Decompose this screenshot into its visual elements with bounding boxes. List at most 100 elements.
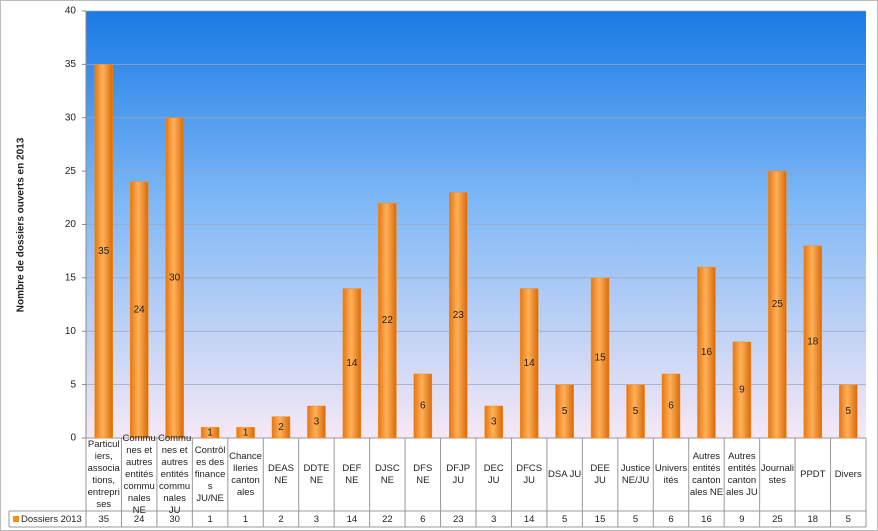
table-value: 3 [491,514,496,525]
x-tick-label: DJSC NE [374,462,400,486]
table-value: 30 [169,514,180,525]
bar [697,266,716,439]
bar [236,427,255,439]
bar [200,427,220,439]
y-tick-label: 35 [65,59,77,70]
value-label: 6 [668,401,674,412]
table-value: 24 [134,514,145,525]
bar [449,192,468,439]
x-tick-label: DDTE NE [303,462,330,486]
value-label: 24 [134,305,146,316]
x-tick-label: Chancelleries cantonales [229,450,262,498]
x-tick-label: DFCS JU [516,462,543,486]
bar [271,416,291,439]
bar [129,181,149,439]
value-label: 6 [420,401,426,412]
value-label: 5 [845,406,851,417]
y-tick-label: 0 [70,433,76,444]
value-label: 1 [243,427,249,438]
table-value: 23 [453,514,464,525]
table-value: 16 [701,514,712,525]
y-tick-label: 20 [65,219,77,230]
value-label: 18 [807,337,819,348]
table-value: 1 [207,514,212,525]
y-tick-label: 40 [65,6,77,17]
x-tick-label: DEF NE [342,462,362,486]
y-tick-label: 30 [65,112,77,123]
table-value: 22 [382,514,393,525]
x-tick-label: Autres entités cantonales NE [689,450,724,498]
table-value: 15 [595,514,606,525]
value-label: 30 [169,273,181,284]
value-label: 14 [346,358,358,369]
bar [378,202,397,439]
table-value: 18 [808,514,819,525]
value-label: 3 [314,417,320,428]
value-label: 3 [491,417,497,428]
bar [661,373,681,439]
value-label: 22 [382,315,394,326]
bar [484,405,503,439]
x-tick-label: DSA JU [548,468,582,480]
x-tick-label: DEE JU [590,462,610,486]
bar [342,288,362,439]
bar [307,405,326,439]
y-tick-label: 25 [65,166,77,177]
bar [555,384,574,439]
bar [803,245,823,439]
y-axis-label: Nombre de dossiers ouverts en 2013 [16,137,27,312]
x-tick-label: Justice NE/JU [620,462,651,486]
x-tick-label: DFJP JU [446,462,471,486]
value-label: 2 [278,422,284,433]
y-tick-label: 10 [65,326,77,337]
bar [590,277,610,439]
table-value: 6 [420,514,425,525]
bar [519,288,539,439]
table-value: 5 [633,514,638,525]
x-tick-label: Communes et autres entités communales JU [158,433,191,516]
value-label: 5 [562,406,568,417]
value-label: 25 [772,299,784,310]
bar [165,117,184,439]
x-tick-label: PPDT [800,468,826,480]
value-label: 16 [701,347,713,358]
value-label: 5 [633,406,639,417]
x-tick-label: Particuliers, associations, entreprises [87,438,120,510]
bar [839,384,858,439]
x-tick-label: Journalistes [760,462,794,486]
table-value: 9 [739,514,744,525]
x-tick-label: Autres entités cantonales JU [726,450,758,498]
x-tick-label: Divers [834,468,862,480]
table-value: 14 [524,514,535,525]
x-tick-label: DFS NE [413,462,433,486]
bar [94,64,113,439]
x-tick-label: Contrôles des finances JU/NE [194,444,226,504]
value-label: 14 [524,358,536,369]
table-value: 3 [314,514,319,525]
table-value: 6 [668,514,673,525]
x-tick-label: Universités [654,462,688,486]
table-value: 14 [347,514,358,525]
x-tick-label: Communes et autres entités communales NE [123,433,156,516]
bar [732,341,752,439]
value-label: 9 [739,385,745,396]
table-value: 5 [846,514,851,525]
legend-key [13,516,19,522]
bar [413,373,433,439]
x-tick-label: DEAS NE [268,462,294,486]
table-value: 2 [278,514,283,525]
y-tick-label: 5 [70,379,76,390]
bar [626,384,645,439]
table-value: 35 [98,514,109,525]
table-value: 25 [772,514,783,525]
y-tick-label: 15 [65,273,77,284]
value-label: 35 [98,246,110,257]
x-tick-label: DEC JU [483,462,504,486]
value-label: 15 [595,353,607,364]
legend-label: Dossiers 2013 [21,514,82,525]
value-label: 23 [453,310,465,321]
value-label: 1 [207,427,213,438]
bar [768,170,787,439]
table-value: 5 [562,514,567,525]
